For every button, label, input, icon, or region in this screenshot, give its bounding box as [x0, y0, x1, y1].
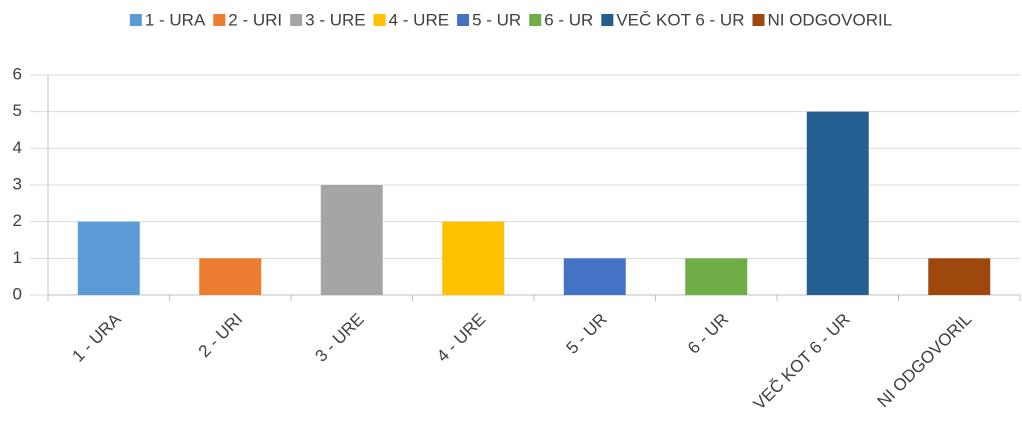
y-tick-label: 1: [13, 248, 22, 267]
y-tick-label: 6: [13, 64, 22, 83]
x-tick-label: 5 - UR: [563, 310, 611, 358]
legend-swatch: [529, 14, 542, 26]
legend-swatch: [752, 14, 765, 26]
legend-label: 1 - URA: [145, 10, 206, 29]
y-tick-label: 4: [13, 138, 22, 157]
legend-swatch: [290, 14, 303, 26]
legend-label: VEČ KOT 6 - UR: [616, 10, 744, 29]
x-tick-label: 6 - UR: [684, 310, 732, 358]
bar: [928, 258, 991, 295]
y-tick-label: 3: [13, 174, 22, 193]
x-tick-label: 3 - URE: [312, 310, 368, 366]
x-tick-label: 1 - URA: [69, 309, 126, 366]
y-tick-label: 2: [13, 211, 22, 230]
legend-label: 2 - URI: [228, 10, 282, 29]
legend-swatch: [457, 14, 470, 26]
x-tick-label: NI ODGOVORIL: [874, 310, 976, 412]
legend-label: 5 - UR: [472, 10, 521, 29]
legend-swatch: [129, 14, 142, 26]
legend-label: 3 - URE: [305, 10, 365, 29]
legend: 1 - URA 2 - URI 3 - URE 4 - URE 5 - UR 6 - UR…: [129, 10, 892, 29]
x-tick-label: 2 - URI: [195, 310, 247, 362]
bar: [806, 111, 869, 296]
x-tick-label: VEČ KOT 6 - UR: [750, 310, 854, 414]
bar: [199, 258, 262, 295]
bar: [685, 258, 748, 295]
bar: [320, 185, 383, 295]
bar: [442, 221, 505, 295]
legend-swatch: [373, 14, 386, 26]
bar: [77, 221, 140, 295]
legend-label: 6 - UR: [544, 10, 593, 29]
legend-swatch: [601, 14, 614, 26]
y-tick-label: 5: [13, 101, 22, 120]
bar: [563, 258, 626, 295]
x-tick-label: 4 - URE: [433, 310, 489, 366]
legend-swatch: [213, 14, 226, 26]
legend-label: 4 - URE: [389, 10, 449, 29]
legend-label: NI ODGOVORIL: [767, 10, 892, 29]
y-tick-label: 0: [13, 284, 22, 303]
